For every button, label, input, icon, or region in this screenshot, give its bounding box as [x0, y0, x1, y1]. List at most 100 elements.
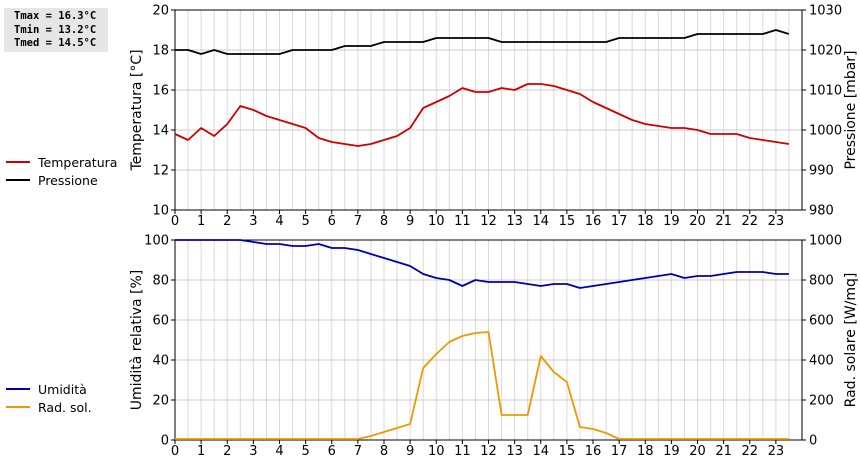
panel2-y2label: Rad. solare [W/mq] [843, 273, 859, 408]
legend-swatch-rad-sol [6, 406, 30, 408]
panel2-xtick-label: 21 [715, 444, 732, 459]
panel1-y2label: Pressione [mbar] [843, 50, 859, 169]
panel1-xtick-label: 4 [275, 214, 283, 229]
panel2-y2tick-label: 0 [809, 434, 817, 449]
panel1-frame [174, 9, 803, 211]
legend-item-pressione: Pressione [6, 171, 117, 189]
panel2-xtick-label: 4 [275, 444, 283, 459]
panel2-y2tick-label: 1000 [809, 234, 842, 249]
panel1-ylabel: Temperatura [°C] [129, 49, 145, 171]
panel2-ytick-label: 20 [152, 394, 169, 409]
panel1-xtick-label: 15 [559, 214, 576, 229]
panel1-y2tick-label: 1010 [809, 84, 842, 99]
panel2-y2tick-label: 400 [809, 354, 834, 369]
panel1-ytick-label: 14 [152, 124, 169, 139]
panel2-xtick-label: 8 [380, 444, 388, 459]
panel1-ytick-label: 20 [152, 4, 169, 19]
panel2-xtick-label: 3 [249, 444, 257, 459]
legend-swatch-umidita [6, 388, 30, 390]
legend-label-umidita: Umidità [38, 381, 87, 397]
panel2-ytick-label: 0 [161, 434, 169, 449]
panel2-umidit-line [175, 239, 789, 289]
panel2-xtick-label: 15 [559, 444, 576, 459]
panel1-xtick-label: 8 [380, 214, 388, 229]
panel2-xtick-label: 22 [741, 444, 758, 459]
panel2-xtick-label: 18 [637, 444, 654, 459]
panel1-temperatura-line [174, 83, 790, 147]
panel2-ytick-label: 100 [144, 234, 169, 249]
tmed-text: Tmed = 14.5°C [14, 37, 97, 49]
legend-item-umidita: Umidità [6, 380, 92, 398]
panel2-xtick-label: 19 [663, 444, 680, 459]
panel1-xtick-label: 11 [454, 214, 471, 229]
panel1-xtick-label: 0 [171, 214, 179, 229]
panel2-ytick-label: 80 [152, 274, 169, 289]
panel1-xtick-label: 1 [197, 214, 205, 229]
panel2-xtick-label: 23 [768, 444, 785, 459]
panel2-xtick-label: 17 [611, 444, 628, 459]
panel1-xtick-label: 17 [611, 214, 628, 229]
panel1-y2tick-label: 1030 [809, 4, 842, 19]
panel2-xtick-label: 2 [223, 444, 231, 459]
panel1-xtick-label: 16 [585, 214, 602, 229]
panel2-xtick-label: 13 [506, 444, 523, 459]
panel1-ytick-label: 10 [152, 204, 169, 219]
panel2-rad-sol-line [175, 331, 789, 440]
legend-label-temperatura: Temperatura [38, 154, 118, 170]
tmin-text: Tmin = 13.2°C [14, 23, 97, 36]
legend-item-temperatura: Temperatura [6, 153, 117, 171]
tmax-text: Tmax = 16.3°C [14, 10, 97, 22]
panel2-frame [174, 239, 803, 441]
panel1-xtick-label: 10 [428, 214, 445, 229]
legend-swatch-pressione [6, 179, 30, 181]
panel2-y2tick-label: 200 [809, 394, 834, 409]
panel1-ytick-label: 16 [152, 84, 169, 99]
panel1-xtick-label: 2 [223, 214, 231, 229]
panel2-xtick-label: 0 [171, 444, 179, 459]
panel2-xtick-label: 1 [197, 444, 205, 459]
panel1-y2tick-label: 1000 [809, 124, 842, 139]
panel2-xtick-label: 16 [585, 444, 602, 459]
panel1-y2tick-label: 990 [809, 164, 834, 179]
legend-label-pressione: Pressione [38, 172, 98, 188]
panel1-xtick-label: 20 [689, 214, 706, 229]
legend-item-rad-sol: Rad. sol. [6, 398, 92, 416]
panel2-xtick-label: 20 [689, 444, 706, 459]
panel2-xtick-label: 11 [454, 444, 471, 459]
panel1-xtick-label: 19 [663, 214, 680, 229]
panel2-xtick-label: 7 [354, 444, 362, 459]
panel2-y2tick-label: 800 [809, 274, 834, 289]
legend-label-rad-sol: Rad. sol. [38, 399, 92, 415]
panel1-y2tick-label: 1020 [809, 44, 842, 59]
stats-box: Tmax = 16.3°C Tmin = 13.2°C Tmed = 14.5°… [4, 8, 108, 52]
panel1-ytick-label: 12 [152, 164, 169, 179]
panel1-xtick-label: 18 [637, 214, 654, 229]
panel1-xtick-label: 6 [328, 214, 336, 229]
panel2-xtick-label: 5 [301, 444, 309, 459]
panel1-xtick-label: 22 [741, 214, 758, 229]
panel1-xtick-label: 9 [406, 214, 414, 229]
panel1-xtick-label: 14 [532, 214, 549, 229]
panel2-xtick-label: 12 [480, 444, 497, 459]
panel1-xtick-label: 13 [506, 214, 523, 229]
panel2-ylabel: Umidità relativa [%] [129, 270, 145, 411]
panel1-xtick-label: 23 [768, 214, 785, 229]
panel1-xtick-label: 3 [249, 214, 257, 229]
panel1-xtick-label: 7 [354, 214, 362, 229]
panel1-xtick-label: 12 [480, 214, 497, 229]
panel2-ytick-label: 60 [152, 314, 169, 329]
panel1-ytick-label: 18 [152, 44, 169, 59]
panel1-pressione-line [175, 29, 790, 55]
panel2-xtick-label: 9 [406, 444, 414, 459]
legend-bottom: Umidità Rad. sol. [6, 380, 92, 416]
panel1-xtick-label: 21 [715, 214, 732, 229]
legend-top: Temperatura Pressione [6, 153, 117, 189]
legend-swatch-temperatura [6, 161, 30, 163]
panel2-y2tick-label: 600 [809, 314, 834, 329]
panel2-ytick-label: 40 [152, 354, 169, 369]
panel2-xtick-label: 6 [328, 444, 336, 459]
panel1-y2tick-label: 980 [809, 204, 834, 219]
panel2-xtick-label: 10 [428, 444, 445, 459]
panel1-xtick-label: 5 [301, 214, 309, 229]
